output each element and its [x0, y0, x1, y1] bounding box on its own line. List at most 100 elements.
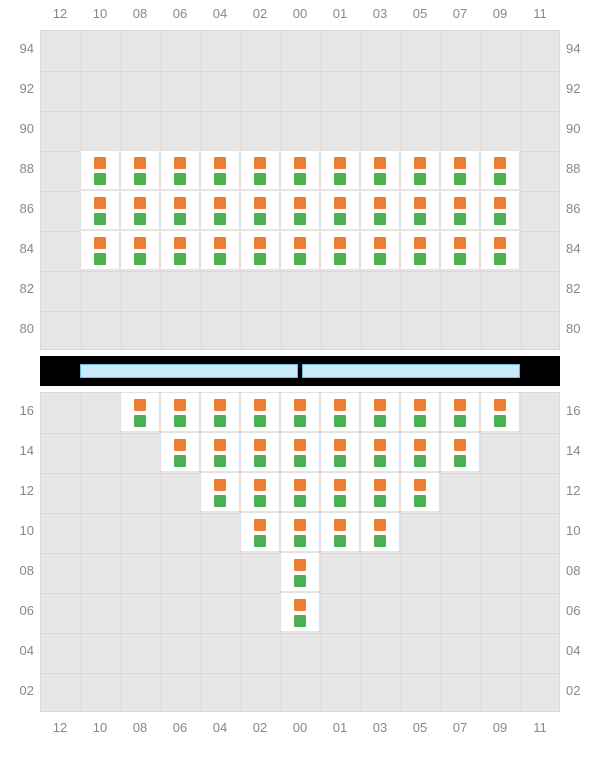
- seat[interactable]: [240, 392, 280, 432]
- seat-dot-green: [254, 253, 266, 265]
- seat[interactable]: [160, 230, 200, 270]
- seat[interactable]: [280, 512, 320, 552]
- seat[interactable]: [200, 392, 240, 432]
- seat-dot-green: [294, 173, 306, 185]
- seat-dot-orange: [334, 479, 346, 491]
- seat[interactable]: [280, 592, 320, 632]
- seat[interactable]: [360, 472, 400, 512]
- seat[interactable]: [160, 392, 200, 432]
- seat[interactable]: [280, 230, 320, 270]
- seat[interactable]: [400, 432, 440, 472]
- row-label-left: 02: [0, 683, 34, 698]
- seat-dot-orange: [454, 157, 466, 169]
- seat-dot-orange: [454, 197, 466, 209]
- seat[interactable]: [320, 230, 360, 270]
- seat-dot-green: [254, 535, 266, 547]
- seat-dot-orange: [494, 157, 506, 169]
- seat[interactable]: [320, 150, 360, 190]
- seat[interactable]: [160, 190, 200, 230]
- seat[interactable]: [360, 512, 400, 552]
- seat[interactable]: [440, 150, 480, 190]
- seat[interactable]: [400, 150, 440, 190]
- seat[interactable]: [280, 432, 320, 472]
- seat-dot-green: [214, 415, 226, 427]
- seat[interactable]: [120, 230, 160, 270]
- seat[interactable]: [200, 432, 240, 472]
- seat-dot-green: [414, 213, 426, 225]
- seat[interactable]: [480, 190, 520, 230]
- seat[interactable]: [80, 190, 120, 230]
- seat[interactable]: [120, 190, 160, 230]
- seat[interactable]: [360, 432, 400, 472]
- seat-dot-green: [454, 253, 466, 265]
- seat[interactable]: [280, 190, 320, 230]
- col-label-bottom: 08: [120, 720, 160, 735]
- seat[interactable]: [400, 230, 440, 270]
- seat[interactable]: [480, 230, 520, 270]
- seat[interactable]: [280, 472, 320, 512]
- seat[interactable]: [360, 190, 400, 230]
- seat[interactable]: [200, 150, 240, 190]
- seat[interactable]: [200, 190, 240, 230]
- seat[interactable]: [440, 190, 480, 230]
- seat-dot-orange: [374, 157, 386, 169]
- seat[interactable]: [280, 150, 320, 190]
- seat[interactable]: [200, 472, 240, 512]
- seat[interactable]: [160, 432, 200, 472]
- seat-dot-orange: [334, 519, 346, 531]
- seat[interactable]: [320, 472, 360, 512]
- col-label-top: 02: [240, 6, 280, 21]
- seat-dot-orange: [334, 439, 346, 451]
- seat[interactable]: [440, 230, 480, 270]
- seat-dot-green: [334, 535, 346, 547]
- seat[interactable]: [120, 392, 160, 432]
- seat[interactable]: [480, 392, 520, 432]
- col-label-top: 04: [200, 6, 240, 21]
- seat-dot-orange: [454, 399, 466, 411]
- seat[interactable]: [440, 432, 480, 472]
- seat[interactable]: [400, 472, 440, 512]
- seat-dot-orange: [134, 237, 146, 249]
- seat[interactable]: [120, 150, 160, 190]
- seat-dot-orange: [454, 439, 466, 451]
- seat-dot-orange: [254, 519, 266, 531]
- seat[interactable]: [320, 432, 360, 472]
- seat-dot-green: [174, 455, 186, 467]
- col-label-top: 07: [440, 6, 480, 21]
- seat[interactable]: [80, 150, 120, 190]
- seat-dot-green: [494, 253, 506, 265]
- seat[interactable]: [240, 512, 280, 552]
- seat[interactable]: [80, 230, 120, 270]
- seat[interactable]: [240, 230, 280, 270]
- seat[interactable]: [360, 150, 400, 190]
- seat[interactable]: [160, 150, 200, 190]
- seat[interactable]: [320, 392, 360, 432]
- seat[interactable]: [480, 150, 520, 190]
- seat[interactable]: [320, 190, 360, 230]
- seat-dot-orange: [294, 559, 306, 571]
- seat-dot-orange: [134, 399, 146, 411]
- seat-dot-orange: [254, 479, 266, 491]
- seat-dot-green: [494, 415, 506, 427]
- seat[interactable]: [400, 190, 440, 230]
- seat[interactable]: [280, 392, 320, 432]
- seat[interactable]: [240, 432, 280, 472]
- seat[interactable]: [240, 150, 280, 190]
- col-label-top: 05: [400, 6, 440, 21]
- seat-dot-orange: [214, 479, 226, 491]
- seat[interactable]: [280, 552, 320, 592]
- seat[interactable]: [440, 392, 480, 432]
- seat[interactable]: [240, 190, 280, 230]
- seat[interactable]: [360, 230, 400, 270]
- seat[interactable]: [400, 392, 440, 432]
- row-label-left: 94: [0, 41, 34, 56]
- seat[interactable]: [360, 392, 400, 432]
- seat-dot-orange: [94, 157, 106, 169]
- seat[interactable]: [200, 230, 240, 270]
- seat-dot-green: [134, 173, 146, 185]
- seat-dot-orange: [414, 197, 426, 209]
- seat[interactable]: [240, 472, 280, 512]
- seat[interactable]: [320, 512, 360, 552]
- seat-dot-green: [334, 415, 346, 427]
- col-label-bottom: 01: [320, 720, 360, 735]
